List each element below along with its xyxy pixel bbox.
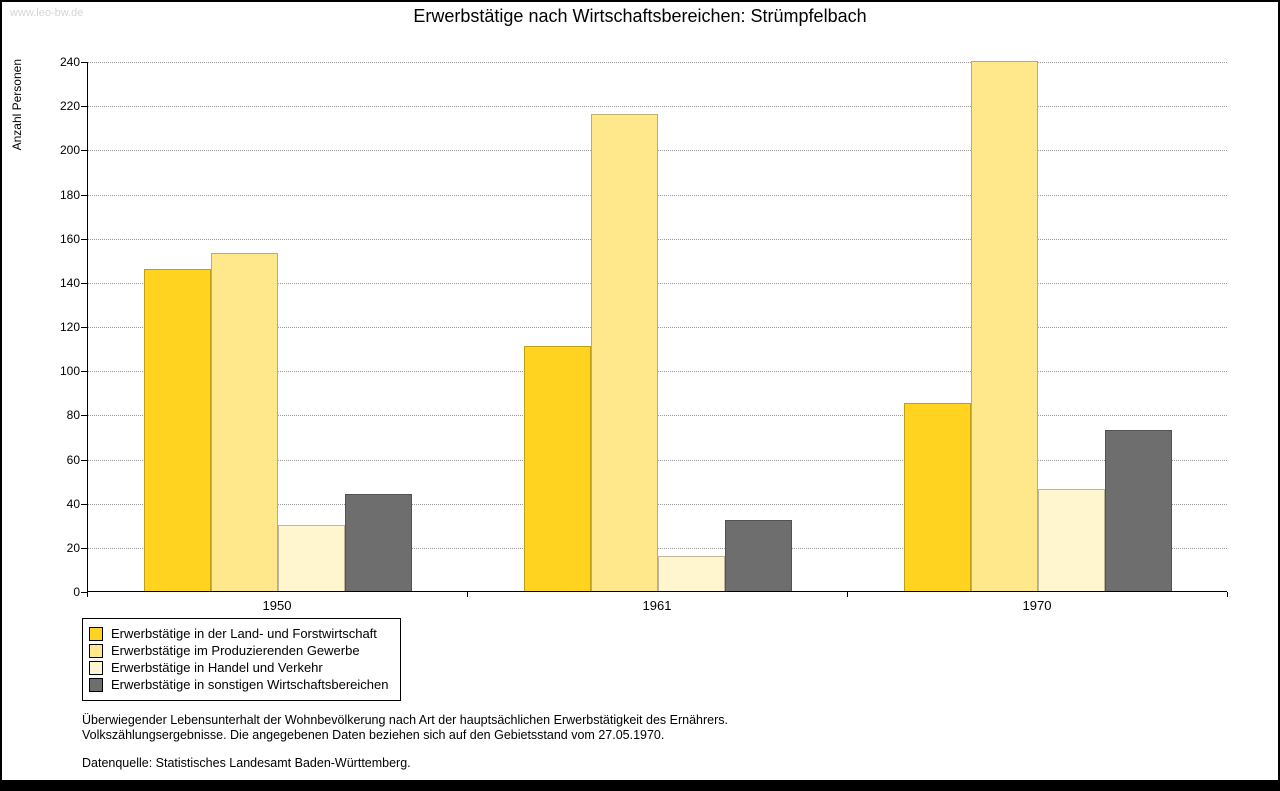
y-tick-label: 220 [59,99,80,114]
bar-1950-series-4 [345,493,412,591]
chart-title: Erwerbstätige nach Wirtschaftsbereichen:… [413,6,867,26]
y-tick-label: 140 [59,275,80,290]
y-tick-label: 120 [59,320,80,334]
y-tick-mark [81,547,87,549]
legend-item-4: Erwerbstätige in sonstigen Wirtschaftsbe… [89,677,388,692]
bar-1970-series-2 [971,61,1038,591]
y-tick-label: 40 [66,496,80,511]
plot-area [87,61,1227,592]
y-tick-label: 100 [59,364,80,379]
legend-label-2: Erwerbstätige im Produzierenden Gewerbe [111,643,360,658]
x-axis-label-1961: 1961 [642,598,672,613]
y-tick-label: 160 [59,231,80,246]
legend-item-1: Erwerbstätige in der Land- und Forstwirt… [89,626,388,641]
x-axis-label-1970: 1970 [1022,598,1052,613]
bar-1970-series-4 [1105,429,1172,591]
legend-swatch-2 [89,643,103,658]
y-tick-mark [81,106,87,108]
legend-label-1: Erwerbstätige in der Land- und Forstwirt… [111,626,377,641]
bar-1961-series-4 [725,520,792,591]
y-tick-label: 60 [66,452,80,467]
y-tick-label: 180 [59,187,80,202]
bar-1970-series-1 [904,403,971,591]
y-tick-mark [81,62,87,63]
y-tick-mark [81,327,87,328]
footnote-line-2: Volkszählungsergebnisse. Die angegebenen… [82,727,665,742]
x-tick-mark [87,592,88,597]
y-tick-mark [81,503,87,505]
x-tick-mark [847,592,848,597]
legend: Erwerbstätige in der Land- und Forstwirt… [82,618,402,701]
legend-swatch-4 [89,677,103,692]
y-tick-mark [81,459,87,461]
bar-1950-series-3 [278,524,345,591]
y-tick-label: 0 [73,585,80,599]
y-tick-mark [81,150,87,152]
x-tick-mark [467,592,468,597]
x-tick-mark [1227,592,1228,597]
x-axis-label-1950: 1950 [262,598,292,613]
bar-1961-series-1 [524,345,591,591]
y-tick-label: 20 [66,540,80,555]
legend-item-3: Erwerbstätige in Handel und Verkehr [89,660,388,675]
y-tick-label: 80 [66,408,80,423]
gridline-240 [88,62,1227,63]
legend-item-2: Erwerbstätige im Produzierenden Gewerbe [89,643,388,658]
bottom-bar [2,780,1278,789]
bar-1961-series-3 [658,555,725,591]
bar-1970-series-3 [1038,489,1105,591]
y-tick-mark [81,592,87,593]
y-axis-title: Anzahl Personen [10,59,24,151]
footnote-line-1: Überwiegender Lebensunterhalt der Wohnbe… [82,713,728,727]
bar-1961-series-2 [591,114,658,591]
legend-swatch-1 [89,626,103,641]
legend-label-3: Erwerbstätige in Handel und Verkehr [111,660,323,675]
y-tick-mark [81,282,87,284]
data-source: Datenquelle: Statistisches Landesamt Bad… [82,755,411,770]
y-tick-mark [81,415,87,417]
y-tick-mark [81,371,87,373]
bar-1950-series-1 [144,268,211,591]
watermark: www.leo-bw.de [10,7,84,19]
footnotes: Überwiegender Lebensunterhalt der Wohnbe… [82,713,728,770]
y-tick-mark [81,194,87,196]
gridline-220 [88,106,1227,108]
bar-1950-series-2 [211,253,278,591]
legend-label-4: Erwerbstätige in sonstigen Wirtschaftsbe… [111,677,389,692]
legend-swatch-3 [89,660,103,675]
y-tick-label: 240 [59,55,80,69]
y-tick-label: 200 [59,143,80,158]
y-tick-mark [81,238,87,240]
